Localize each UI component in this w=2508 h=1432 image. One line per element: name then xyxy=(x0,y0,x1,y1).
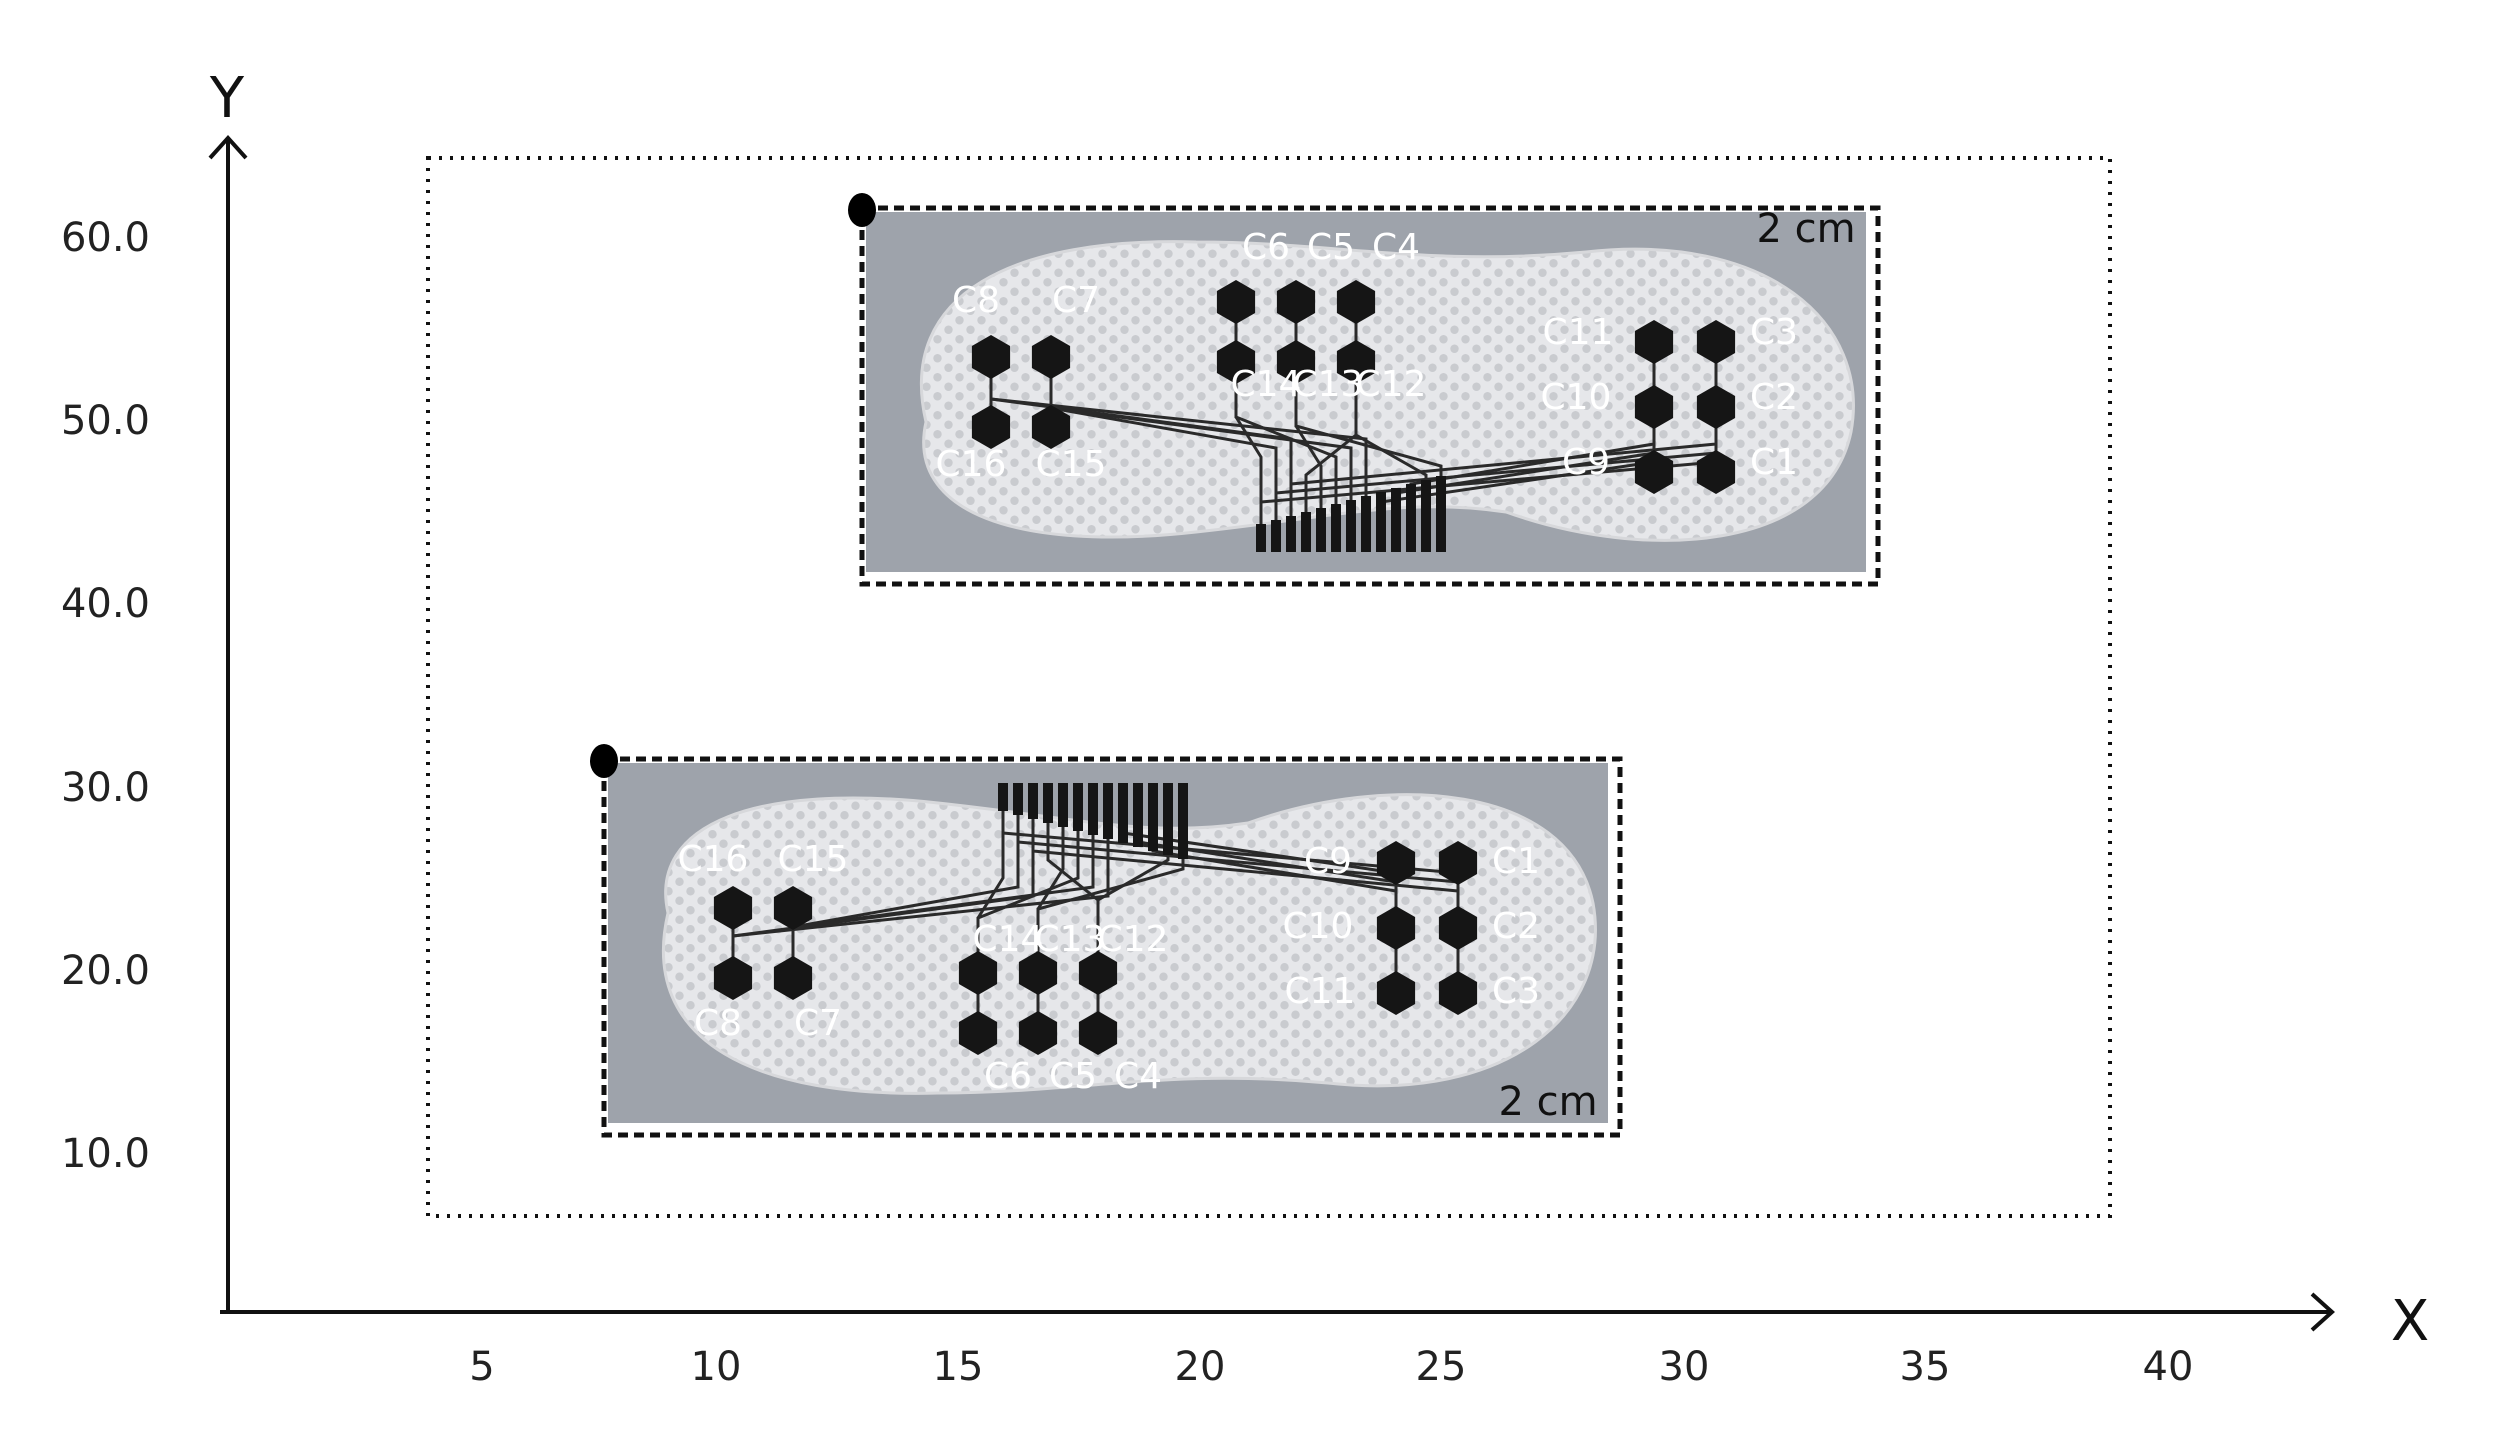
sensor-pad-c2-icon xyxy=(1438,906,1478,950)
sensor-pad-c12-icon xyxy=(1078,951,1118,995)
origin-marker-icon xyxy=(848,193,876,227)
sensor-pad-c4-icon xyxy=(1336,280,1376,324)
sensor-pad-c1-icon xyxy=(1696,450,1736,494)
sensor-pad-c3-icon xyxy=(1438,971,1478,1015)
x-tick-label: 5 xyxy=(469,1344,494,1390)
sensor-label-c1: C1 xyxy=(1750,442,1798,483)
outer-boundary xyxy=(426,156,2112,1218)
sensor-label-c2: C2 xyxy=(1750,377,1798,418)
sensor-label-c14: C14 xyxy=(973,919,1044,960)
sensor-label-c2: C2 xyxy=(1492,906,1540,947)
sensor-pad-c10-icon xyxy=(1376,906,1416,950)
x-axis-title: X xyxy=(2391,1289,2429,1354)
y-axis-title: Y xyxy=(209,66,245,131)
y-tick-label: 30.0 xyxy=(61,765,150,811)
x-axis-arrow-icon xyxy=(2310,1292,2335,1332)
sensor-pad-c5-icon xyxy=(1276,280,1316,324)
sensor-label-c16: C16 xyxy=(678,839,749,880)
sensor-pad-c5-icon xyxy=(1018,1011,1058,1055)
origin-marker-icon xyxy=(590,744,618,778)
sensor-label-c8: C8 xyxy=(952,280,1000,321)
sensor-pad-c14-icon xyxy=(1216,340,1256,384)
sensor-label-c10: C10 xyxy=(1541,377,1612,418)
sensor-label-c3: C3 xyxy=(1750,312,1798,353)
y-tick-label: 10.0 xyxy=(61,1131,150,1177)
sensor-label-c15: C15 xyxy=(1036,444,1107,485)
y-tick-label: 50.0 xyxy=(61,398,150,444)
sensor-pad-c11-icon xyxy=(1634,320,1674,364)
scale-bar-label: 2 cm xyxy=(1498,1079,1597,1125)
sensor-label-c1: C1 xyxy=(1492,841,1540,882)
sensor-label-c9: C9 xyxy=(1304,841,1352,882)
sensor-pad-c14-icon xyxy=(958,951,998,995)
axes: Y X 60.0 50.0 40.0 30.0 20.0 10.0 5 10 15 20 25 30… xyxy=(61,66,2429,1390)
sensor-label-c7: C7 xyxy=(794,1003,842,1044)
x-tick-label: 35 xyxy=(1900,1344,1951,1390)
sensor-label-c11: C11 xyxy=(1285,971,1356,1012)
sensor-pad-c3-icon xyxy=(1696,320,1736,364)
scale-bar-label: 2 cm xyxy=(1756,206,1855,252)
x-tick-label: 40 xyxy=(2143,1344,2194,1390)
sensor-label-c12: C12 xyxy=(1098,919,1169,960)
insole-frame xyxy=(601,756,1623,1138)
sensor-label-c13: C13 xyxy=(1035,919,1106,960)
sensor-pad-c11-icon xyxy=(1376,971,1416,1015)
y-tick-label: 40.0 xyxy=(61,581,150,627)
sensor-label-c9: C9 xyxy=(1562,442,1610,483)
sensor-label-c16: C16 xyxy=(936,444,1007,485)
sensor-label-c6: C6 xyxy=(1242,227,1290,268)
sensor-label-c8: C8 xyxy=(694,1003,742,1044)
sensor-pad-c9-icon xyxy=(1634,450,1674,494)
sensor-pad-c2-icon xyxy=(1696,385,1736,429)
sensor-pad-c16-icon xyxy=(713,886,753,930)
sensor-pad-c4-icon xyxy=(1078,1011,1118,1055)
sensor-pad-c7-icon xyxy=(1031,335,1071,379)
insole-frame xyxy=(859,205,1881,587)
x-tick-label: 30 xyxy=(1659,1344,1710,1390)
y-axis-arrow-icon xyxy=(208,135,248,160)
sensor-label-c3: C3 xyxy=(1492,971,1540,1012)
sensor-pad-c1-icon xyxy=(1438,841,1478,885)
x-tick-label: 20 xyxy=(1175,1344,1226,1390)
x-tick-label: 15 xyxy=(933,1344,984,1390)
sensor-label-c5: C5 xyxy=(1049,1056,1097,1097)
sensor-pad-c15-icon xyxy=(1031,405,1071,449)
y-tick-label: 20.0 xyxy=(61,948,150,994)
y-tick-label: 60.0 xyxy=(61,215,150,261)
sensor-label-c5: C5 xyxy=(1307,227,1355,268)
sensor-pad-c8-icon xyxy=(713,956,753,1000)
connector-tail xyxy=(1256,476,1446,552)
sensor-label-c15: C15 xyxy=(778,839,849,880)
x-tick-label: 10 xyxy=(691,1344,742,1390)
sensor-pad-c13-icon xyxy=(1018,951,1058,995)
sensor-label-c14: C14 xyxy=(1231,364,1302,405)
connector-tail xyxy=(998,783,1188,859)
sensor-label-c10: C10 xyxy=(1283,906,1354,947)
sensor-label-c4: C4 xyxy=(1114,1056,1162,1097)
sensor-pad-c12-icon xyxy=(1336,340,1376,384)
sensor-pad-c15-icon xyxy=(773,886,813,930)
sensor-pad-c13-icon xyxy=(1276,340,1316,384)
sensor-label-c4: C4 xyxy=(1372,227,1420,268)
sensor-pad-c7-icon xyxy=(773,956,813,1000)
sensor-label-c11: C11 xyxy=(1543,312,1614,353)
sensor-label-c7: C7 xyxy=(1052,280,1100,321)
sensor-pad-c9-icon xyxy=(1376,841,1416,885)
sensor-pad-c16-icon xyxy=(971,405,1011,449)
x-tick-label: 25 xyxy=(1416,1344,1467,1390)
sensor-pad-c6-icon xyxy=(958,1011,998,1055)
sensor-pad-c10-icon xyxy=(1634,385,1674,429)
sensor-label-c6: C6 xyxy=(984,1056,1032,1097)
sensor-pad-c8-icon xyxy=(971,335,1011,379)
sensor-label-c13: C13 xyxy=(1293,364,1364,405)
sensor-pad-c6-icon xyxy=(1216,280,1256,324)
sensor-label-c12: C12 xyxy=(1356,364,1427,405)
